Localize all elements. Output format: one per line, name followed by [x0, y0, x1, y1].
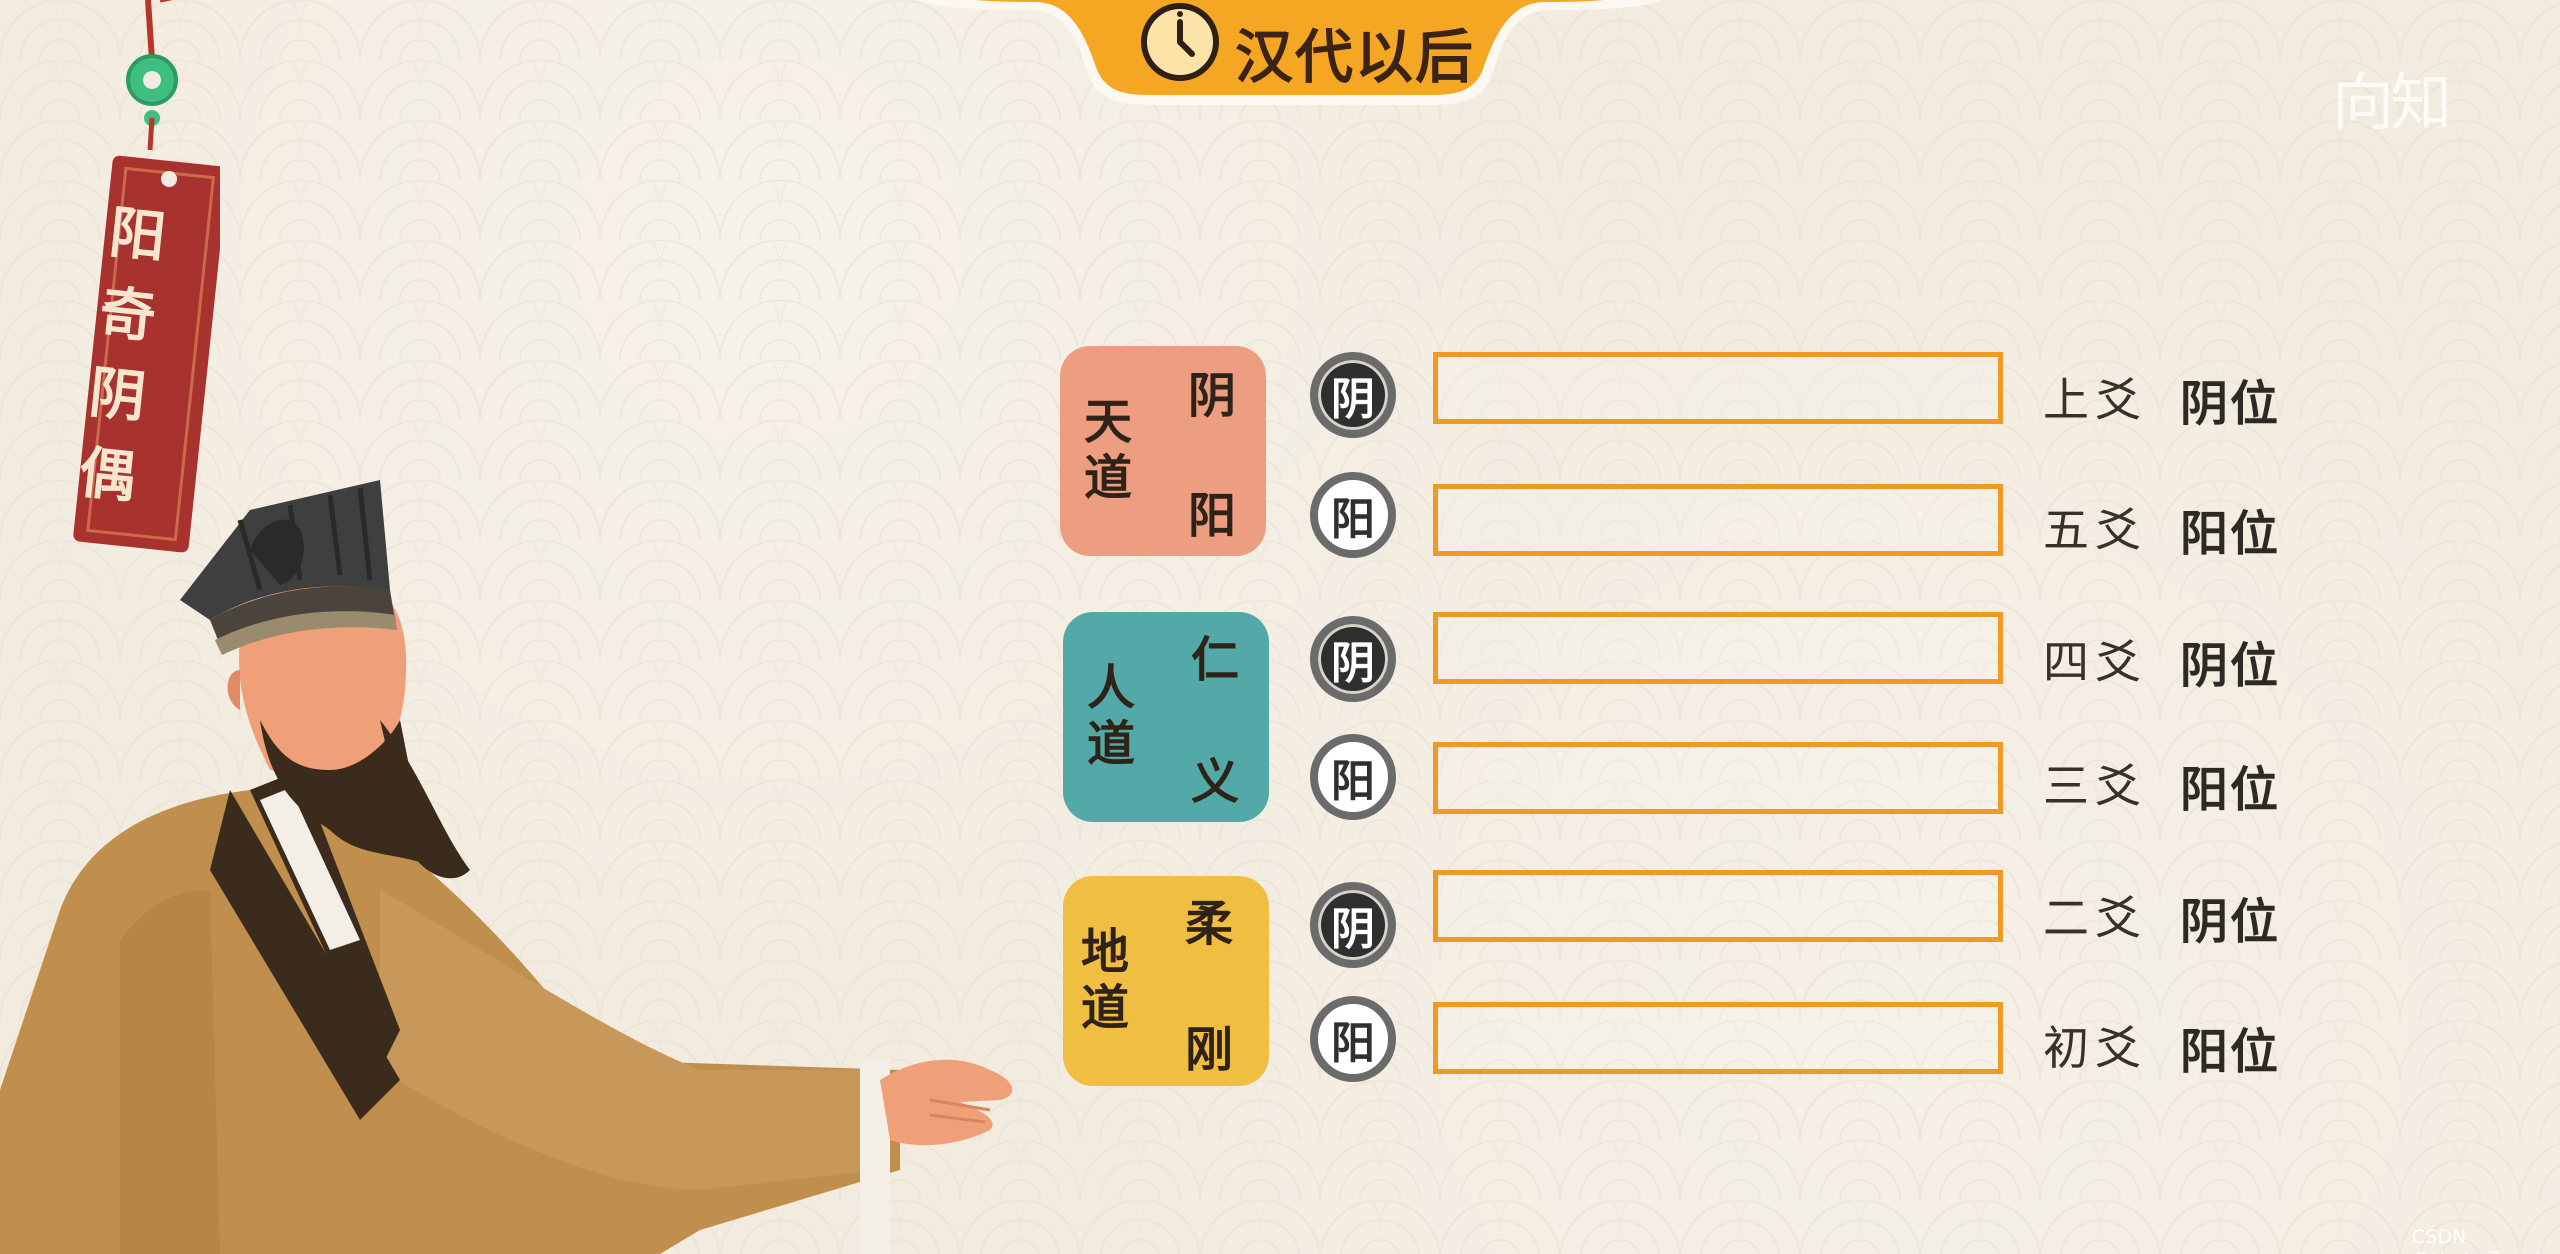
position-label: 阳位 [2180, 506, 2281, 562]
yang-badge: 阳 [1310, 996, 1396, 1082]
category-tian-dao: 天 道 阴 阳 [1060, 346, 1266, 556]
yang-badge: 阳 [1310, 734, 1396, 820]
yin-badge: 阴 [1310, 882, 1396, 968]
title-banner [917, 0, 1663, 105]
yao-line-box [1433, 612, 2003, 684]
yao-label: 四爻 [2043, 635, 2147, 689]
category-ren-dao: 人 道 仁 义 [1063, 612, 1269, 822]
position-label: 阴位 [2180, 376, 2281, 432]
hanging-tag [73, 0, 220, 553]
clock-icon [1141, 3, 1219, 81]
yao-line-box [1433, 742, 2003, 814]
yao-label: 初爻 [2043, 1021, 2147, 1075]
position-label: 阴位 [2180, 894, 2281, 950]
category-bottom-label: 刚 [1185, 1022, 1234, 1078]
yao-label: 五爻 [2043, 503, 2147, 557]
position-label: 阴位 [2180, 638, 2281, 694]
tag-char: 阳 [106, 200, 169, 271]
yao-label: 三爻 [2043, 759, 2147, 813]
yao-line-box [1433, 1002, 2003, 1074]
yao-line-box [1433, 484, 2003, 556]
position-label: 阳位 [2180, 762, 2281, 818]
banner-title: 汉代以后 [1235, 23, 1476, 91]
yao-line-box [1433, 870, 2003, 942]
category-top-label: 柔 [1185, 896, 1234, 952]
category-name: 地 道 [1080, 924, 1129, 1036]
category-name: 人 道 [1086, 660, 1135, 772]
category-bottom-label: 义 [1191, 754, 1240, 810]
yao-label: 二爻 [2043, 891, 2147, 945]
tag-char: 奇 [96, 280, 159, 351]
credit-text: CSDN @UnderTurrets [2412, 1226, 2553, 1254]
position-label: 阳位 [2180, 1024, 2281, 1080]
yao-label: 上爻 [2043, 373, 2147, 427]
scholar-figure [0, 480, 1013, 1254]
yao-line-box [1433, 352, 2003, 424]
category-di-dao: 地 道 柔 刚 [1063, 876, 1269, 1086]
category-top-label: 阴 [1188, 368, 1237, 424]
yin-badge: 阴 [1310, 616, 1396, 702]
yang-badge: 阳 [1310, 472, 1396, 558]
category-bottom-label: 阳 [1188, 488, 1237, 544]
watermark-logo: 向知 [2332, 66, 2452, 139]
category-top-label: 仁 [1191, 632, 1240, 688]
tag-char: 阴 [86, 360, 149, 431]
category-name: 天 道 [1083, 394, 1132, 506]
yin-badge: 阴 [1310, 352, 1396, 438]
